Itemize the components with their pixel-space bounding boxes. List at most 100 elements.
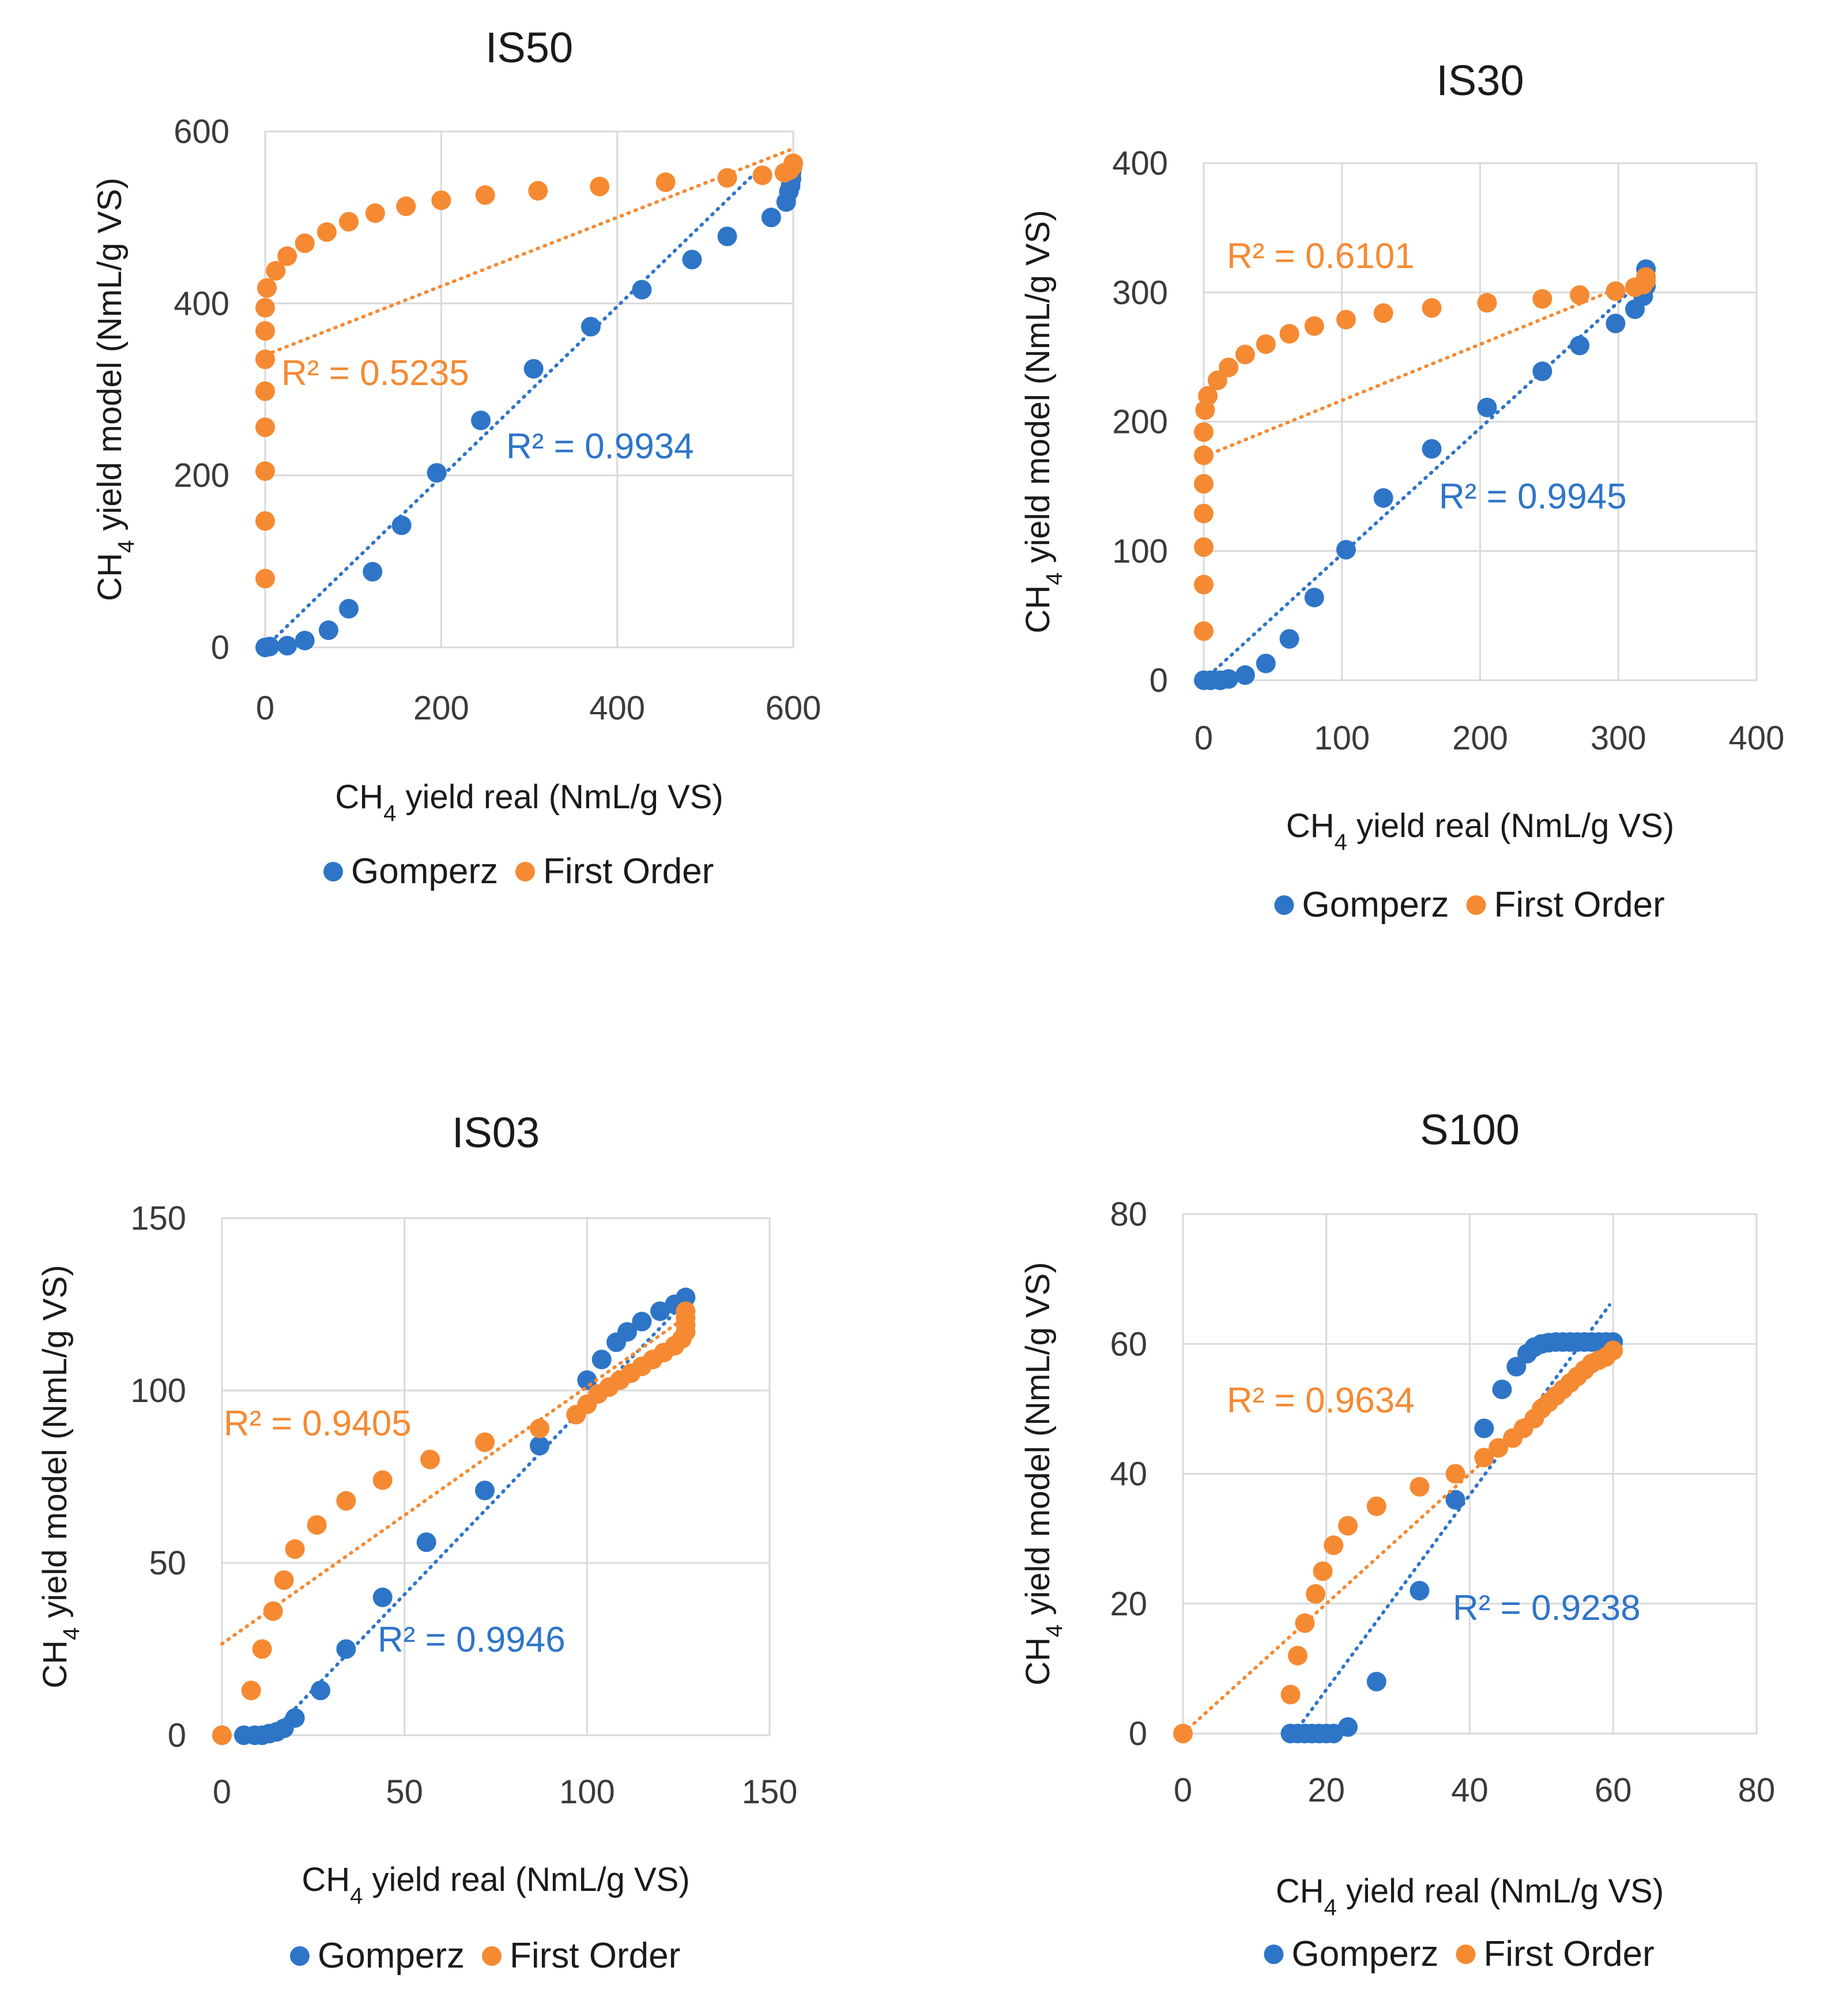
r2-label-first-order: R² = 0.9634	[1227, 1381, 1415, 1420]
data-point-first-order	[316, 222, 337, 242]
y-tick-label: 200	[174, 457, 229, 495]
data-point-first-order	[475, 1432, 495, 1452]
data-point-first-order	[295, 233, 315, 253]
data-point-gomperz	[1304, 587, 1324, 608]
data-point-first-order	[1198, 386, 1218, 406]
chart-is50: IS50 0 200 400 600 0 200 400 600 CH4 yield real (…	[91, 24, 821, 891]
y-axis-label: CH4 yield model (NmL/g VS)	[1019, 210, 1067, 634]
data-point-gomperz	[475, 1480, 495, 1501]
y-tick-label: 60	[1110, 1325, 1147, 1363]
data-point-gomperz	[285, 1708, 305, 1728]
data-point-gomperz	[277, 636, 297, 656]
legend-label-first-order: First Order	[1494, 885, 1665, 925]
chart-is30: IS30 0 100 200 300 400 0 100 200 300 400 CH4 yield …	[1019, 56, 1784, 925]
x-tick-label: 40	[1451, 1772, 1488, 1809]
data-point-first-order	[1338, 1516, 1358, 1536]
data-point-gomperz	[617, 1322, 637, 1342]
data-point-first-order	[255, 381, 275, 401]
data-point-first-order	[1279, 324, 1299, 344]
r2-label-first-order: R² = 0.5235	[281, 353, 469, 393]
data-point-first-order	[396, 196, 416, 216]
data-point-first-order	[1324, 1535, 1344, 1555]
legend: Gomperz First Order	[1274, 885, 1665, 925]
data-point-first-order	[1488, 1438, 1509, 1458]
data-point-gomperz	[336, 1639, 356, 1659]
data-point-gomperz	[676, 1287, 696, 1307]
legend: Gomperz First Order	[323, 851, 714, 891]
data-point-gomperz	[1422, 439, 1442, 459]
data-point-gomperz	[1366, 1671, 1386, 1691]
data-point-first-order	[590, 176, 610, 197]
data-point-first-order	[1373, 303, 1393, 323]
series-gomperz: R² = 0.9946	[212, 1287, 696, 1745]
data-point-gomperz	[295, 631, 315, 651]
x-tick-label: 100	[1314, 719, 1370, 757]
data-point-gomperz	[1373, 488, 1393, 508]
data-point-gomperz	[471, 410, 491, 431]
x-tick-label: 300	[1591, 719, 1646, 757]
legend-label-gomperz: Gomperz	[1292, 1934, 1439, 1974]
data-point-first-order	[530, 1418, 549, 1438]
y-tick-label: 0	[168, 1717, 186, 1754]
data-point-first-order	[1606, 281, 1626, 302]
data-point-first-order	[1194, 621, 1214, 641]
data-point-gomperz	[391, 515, 412, 536]
data-point-gomperz	[761, 208, 781, 228]
data-point-first-order	[1603, 1340, 1623, 1361]
y-tick-label: 0	[211, 629, 229, 666]
data-point-first-order	[475, 185, 495, 205]
data-point-first-order	[1219, 357, 1239, 378]
data-point-gomperz	[339, 598, 359, 619]
y-tick-label: 40	[1110, 1456, 1147, 1493]
legend-marker-first-order	[1456, 1945, 1476, 1964]
x-axis-label: CH4 yield real (NmL/g VS)	[1276, 1872, 1664, 1920]
x-tick-label: 200	[413, 689, 469, 727]
data-point-first-order	[257, 278, 277, 298]
data-point-first-order	[339, 212, 359, 232]
x-axis-label: CH4 yield real (NmL/g VS)	[1286, 807, 1674, 855]
data-point-first-order	[274, 1570, 294, 1590]
data-point-gomperz	[1570, 336, 1590, 356]
y-tick-label: 300	[1112, 274, 1168, 311]
plot-frame	[221, 1217, 771, 1736]
data-point-gomperz	[1235, 665, 1255, 685]
data-point-first-order	[255, 417, 275, 438]
x-tick-label: 0	[1194, 719, 1213, 757]
legend-marker-gomperz	[1264, 1945, 1284, 1964]
trendline-gomperz	[1202, 275, 1648, 682]
data-point-gomperz	[1279, 629, 1299, 649]
legend-marker-first-order	[482, 1946, 502, 1966]
r2-label-first-order: R² = 0.9405	[224, 1404, 412, 1444]
data-point-first-order	[783, 153, 803, 174]
data-point-first-order	[655, 172, 676, 193]
data-point-first-order	[263, 1601, 283, 1621]
data-point-first-order	[1194, 537, 1214, 557]
data-point-gomperz	[632, 280, 652, 300]
r2-label-first-order: R² = 0.6101	[1227, 236, 1415, 276]
legend-label-first-order: First Order	[510, 1936, 680, 1976]
data-point-first-order	[252, 1639, 272, 1659]
trendline-gomperz	[267, 1295, 691, 1737]
data-point-gomperz	[427, 463, 447, 483]
x-tick-label: 100	[559, 1773, 615, 1811]
legend-label-first-order: First Order	[1484, 1934, 1655, 1974]
legend: Gomperz First Order	[290, 1936, 680, 1976]
data-point-first-order	[1410, 1477, 1430, 1497]
y-tick-label: 600	[174, 113, 229, 150]
data-point-gomperz	[682, 250, 702, 270]
data-point-first-order	[752, 165, 772, 186]
x-tick-label: 0	[213, 1773, 231, 1811]
series-first-order: R² = 0.9634	[1173, 1340, 1623, 1743]
data-point-first-order	[717, 168, 737, 188]
data-point-gomperz	[591, 1350, 612, 1370]
data-point-gomperz	[650, 1301, 670, 1321]
x-tick-label: 50	[386, 1773, 423, 1811]
data-point-gomperz	[311, 1680, 330, 1701]
x-tick-label: 200	[1452, 719, 1508, 757]
data-point-first-order	[1422, 298, 1442, 318]
x-axis-label: CH4 yield real (NmL/g VS)	[302, 1861, 689, 1909]
data-point-first-order	[285, 1539, 305, 1559]
y-tick-label: 100	[1112, 533, 1168, 570]
data-point-first-order	[1207, 370, 1227, 390]
